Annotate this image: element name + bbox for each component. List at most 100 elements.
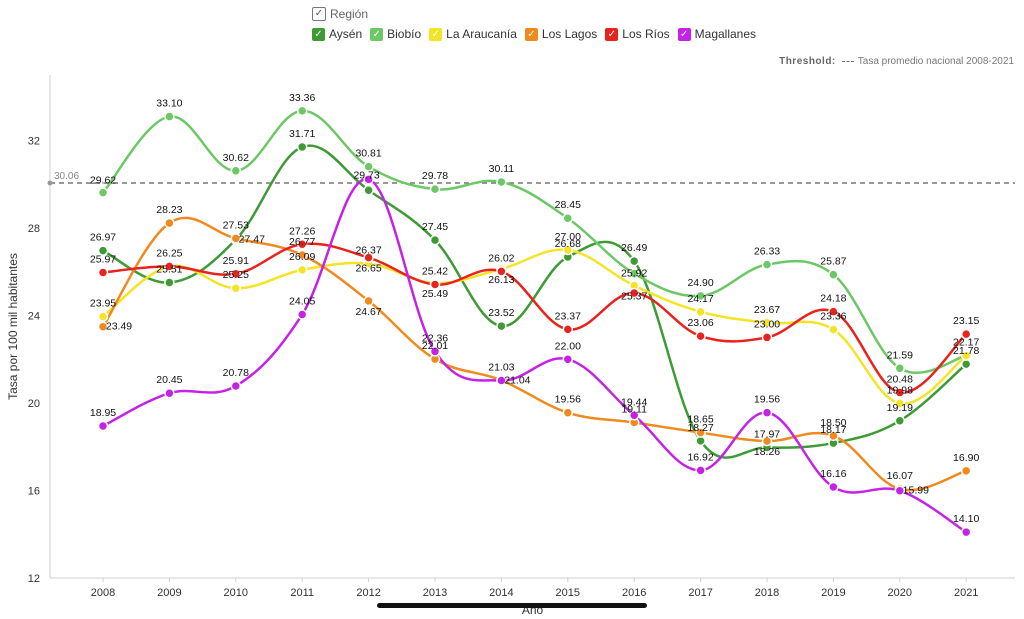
data-label: 22.00	[555, 340, 581, 352]
legend-item[interactable]: ✓ Los Lagos	[524, 27, 597, 41]
data-point	[894, 363, 906, 374]
data-point	[960, 328, 972, 340]
legend-item[interactable]: ✓ Magallanes	[677, 27, 756, 41]
data-label: 23.37	[555, 310, 581, 322]
data-point	[363, 295, 374, 307]
data-point	[628, 287, 640, 299]
data-label: 17.97	[754, 428, 780, 440]
data-label: 25.25	[223, 269, 249, 281]
data-label: 19.44	[621, 396, 647, 408]
data-point	[230, 282, 242, 294]
y-tick-label: 12	[28, 573, 40, 585]
legend-item[interactable]: ✓ Los Ríos	[605, 27, 670, 41]
data-point	[363, 252, 374, 263]
data-point	[828, 306, 839, 317]
data-label: 29.62	[90, 175, 116, 187]
x-tick-label: 2019	[821, 587, 845, 599]
data-label: 26.25	[156, 247, 182, 259]
legend-item-label: Aysén	[329, 27, 363, 41]
data-label: 16.90	[953, 452, 979, 464]
data-point	[230, 380, 242, 392]
data-point	[363, 185, 374, 196]
data-label: 16.07	[887, 470, 913, 482]
data-label: 25.97	[90, 253, 116, 265]
data-point	[628, 410, 640, 421]
data-label: 25.87	[820, 256, 846, 268]
data-point	[695, 330, 706, 342]
x-tick-label: 2017	[688, 587, 712, 599]
data-point	[960, 465, 972, 477]
data-label: 23.67	[754, 304, 780, 316]
data-label: 22.01	[422, 340, 448, 352]
y-tick-label: 16	[28, 486, 40, 498]
data-label: 22.36	[422, 332, 448, 344]
x-tick-label: 2016	[622, 587, 646, 599]
data-point	[97, 267, 109, 278]
data-label: 18.65	[687, 414, 713, 426]
checkbox-icon[interactable]: ✓	[524, 27, 538, 41]
legend-title-row[interactable]: ✓ Región	[312, 4, 764, 24]
data-label: 24.17	[687, 293, 713, 305]
data-label: 28.23	[156, 204, 182, 216]
data-label: 18.95	[90, 407, 116, 419]
x-tick-label: 2013	[423, 587, 447, 599]
data-label: 29.73	[353, 169, 379, 181]
data-label: 31.71	[289, 128, 315, 140]
data-point	[296, 239, 308, 250]
x-tick-label: 2014	[489, 587, 513, 599]
data-point	[429, 346, 441, 357]
checkbox-icon[interactable]: ✓	[429, 27, 443, 41]
checkbox-icon[interactable]: ✓	[312, 7, 326, 21]
data-label: 26.13	[488, 274, 514, 286]
data-label: 26.77	[289, 236, 315, 248]
checkbox-icon[interactable]: ✓	[605, 27, 619, 41]
x-tick-label: 2021	[954, 587, 978, 599]
data-label: 25.42	[422, 266, 448, 278]
data-label: 18.50	[820, 417, 846, 429]
data-point	[164, 217, 175, 229]
data-point	[828, 481, 839, 493]
y-tick-label: 20	[28, 398, 40, 410]
checkbox-icon[interactable]: ✓	[677, 27, 691, 41]
data-point	[296, 105, 308, 117]
legend: ✓ Región ✓ Aysén ✓ Biobío ✓ La Araucanía ✓ Los …	[312, 4, 764, 44]
y-axis-label: Tasa por 100 mil habitantes	[6, 253, 20, 400]
data-point	[97, 245, 109, 256]
checkbox-icon[interactable]: ✓	[370, 27, 384, 41]
data-point	[496, 375, 507, 386]
data-point	[164, 387, 175, 399]
data-point	[363, 161, 374, 172]
legend-item[interactable]: ✓ Aysén	[312, 27, 362, 41]
data-point	[496, 320, 507, 332]
data-point	[894, 387, 906, 398]
checkbox-icon[interactable]: ✓	[312, 27, 325, 41]
threshold-label: Threshold:	[779, 56, 836, 67]
data-point	[562, 212, 574, 224]
data-label: 21.03	[488, 362, 514, 374]
threshold-marker	[47, 180, 53, 186]
data-label: 23.52	[488, 307, 514, 319]
data-label: 15.99	[903, 485, 929, 497]
threshold-value-label: 30.06	[54, 171, 79, 182]
data-point	[230, 233, 242, 244]
data-label: 26.37	[355, 245, 381, 257]
legend-item[interactable]: ✓ La Araucanía	[429, 27, 517, 41]
data-point	[97, 311, 109, 322]
data-label: 23.06	[687, 317, 713, 329]
data-point	[496, 266, 507, 277]
y-tick-label: 24	[28, 311, 40, 323]
legend-item[interactable]: ✓ Biobío	[370, 27, 421, 41]
data-point	[429, 234, 441, 246]
legend-item-label: La Araucanía	[446, 27, 517, 41]
data-label: 27.45	[422, 221, 448, 233]
x-tick-label: 2012	[356, 587, 380, 599]
data-label: 33.36	[289, 92, 315, 104]
data-point	[960, 358, 972, 370]
data-label: 24.05	[289, 295, 315, 307]
data-label: 20.78	[223, 367, 249, 379]
data-point	[828, 269, 839, 280]
data-label: 27.53	[223, 219, 249, 231]
data-label: 19.98	[887, 384, 913, 396]
data-label: 18.17	[820, 424, 846, 436]
